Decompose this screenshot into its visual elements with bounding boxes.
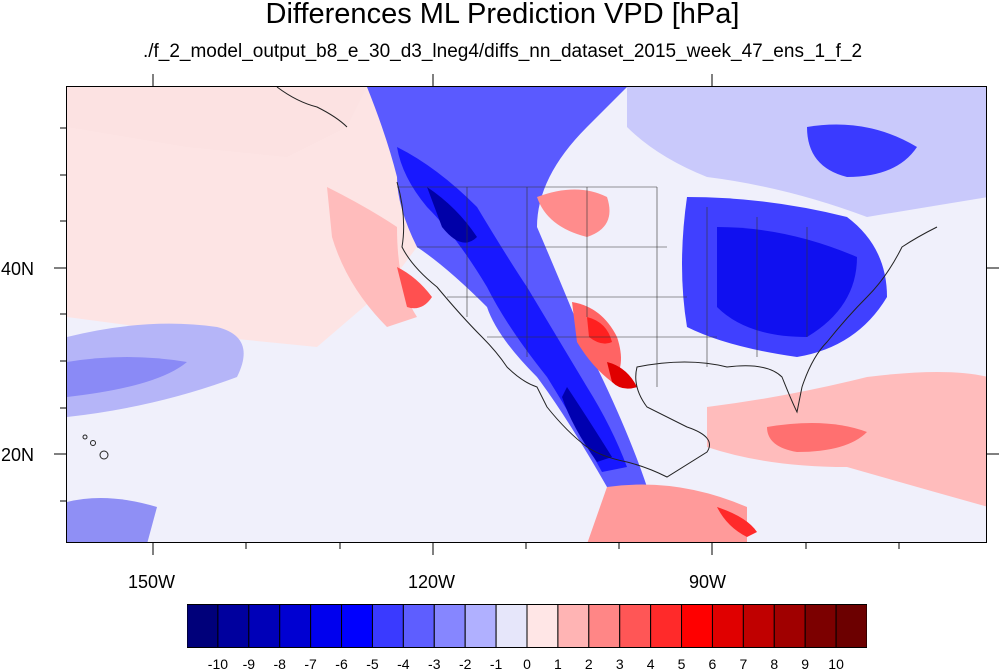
lon-label-150w: 150W — [128, 572, 176, 592]
colorbar-swatch — [402, 604, 435, 648]
colorbar-tick-label: -8 — [273, 656, 286, 672]
map-subtitle: ./f_2_model_output_b8_e_30_d3_lneg4/diff… — [142, 41, 863, 62]
colorbar-tick-label: 1 — [554, 656, 562, 672]
lon-label-90w: 90W — [689, 572, 727, 592]
colorbar-tick-label: 5 — [677, 656, 686, 672]
colorbar-swatch — [310, 604, 343, 648]
colorbar-tick-label: 10 — [828, 656, 844, 672]
colorbar-swatch — [588, 604, 621, 648]
colorbar-swatch — [279, 604, 312, 648]
colorbar-tick-label: -10 — [207, 656, 229, 672]
colorbar-swatch — [835, 604, 867, 648]
colorbar-tick-label: 2 — [584, 656, 593, 672]
colorbar-tick-label: -7 — [304, 656, 317, 672]
colorbar-tick-label: -3 — [428, 656, 441, 672]
colorbar-tick-label: 6 — [708, 656, 717, 672]
lat-label-40n: 40N — [1, 259, 35, 279]
colorbar-tick-label: -2 — [458, 656, 472, 672]
colorbar-swatch — [681, 604, 713, 648]
colorbar-tick-label: 8 — [770, 656, 779, 672]
colorbar-tick-label: 3 — [615, 656, 624, 672]
vpd-difference-field — [67, 87, 986, 542]
colorbar — [187, 604, 867, 648]
colorbar-tick-label: -5 — [366, 656, 379, 672]
lat-label-20n: 20N — [1, 445, 35, 465]
colorbar-tick-label: 7 — [739, 656, 748, 672]
colorbar-swatch — [526, 604, 559, 648]
colorbar-swatch — [557, 604, 590, 648]
map-title: Differences ML Prediction VPD [hPa] — [265, 0, 740, 30]
colorbar-swatch — [619, 604, 652, 648]
colorbar-swatch — [773, 604, 806, 648]
colorbar-swatch — [187, 604, 219, 648]
colorbar-swatch — [711, 604, 744, 648]
colorbar-swatch — [495, 604, 528, 648]
map-panel — [66, 86, 987, 543]
colorbar-tick-label: 0 — [523, 656, 531, 672]
lon-label-120w: 120W — [408, 572, 456, 592]
colorbar-tick-label: -4 — [397, 656, 410, 672]
colorbar-swatch — [433, 604, 466, 648]
colorbar-tick-label: -1 — [489, 656, 503, 672]
colorbar-tick-label: -9 — [242, 656, 256, 672]
colorbar-swatch — [804, 604, 837, 648]
colorbar-swatch — [248, 604, 281, 648]
colorbar-swatch — [742, 604, 775, 648]
colorbar-swatch — [650, 604, 683, 648]
colorbar-swatch — [217, 604, 250, 648]
colorbar-tick-label: -6 — [335, 656, 348, 672]
colorbar-swatch — [341, 604, 373, 648]
colorbar-tick-label: 9 — [801, 656, 810, 672]
colorbar-swatch — [464, 604, 497, 648]
colorbar-tick-label: 4 — [646, 656, 655, 672]
colorbar-swatch — [371, 604, 404, 648]
